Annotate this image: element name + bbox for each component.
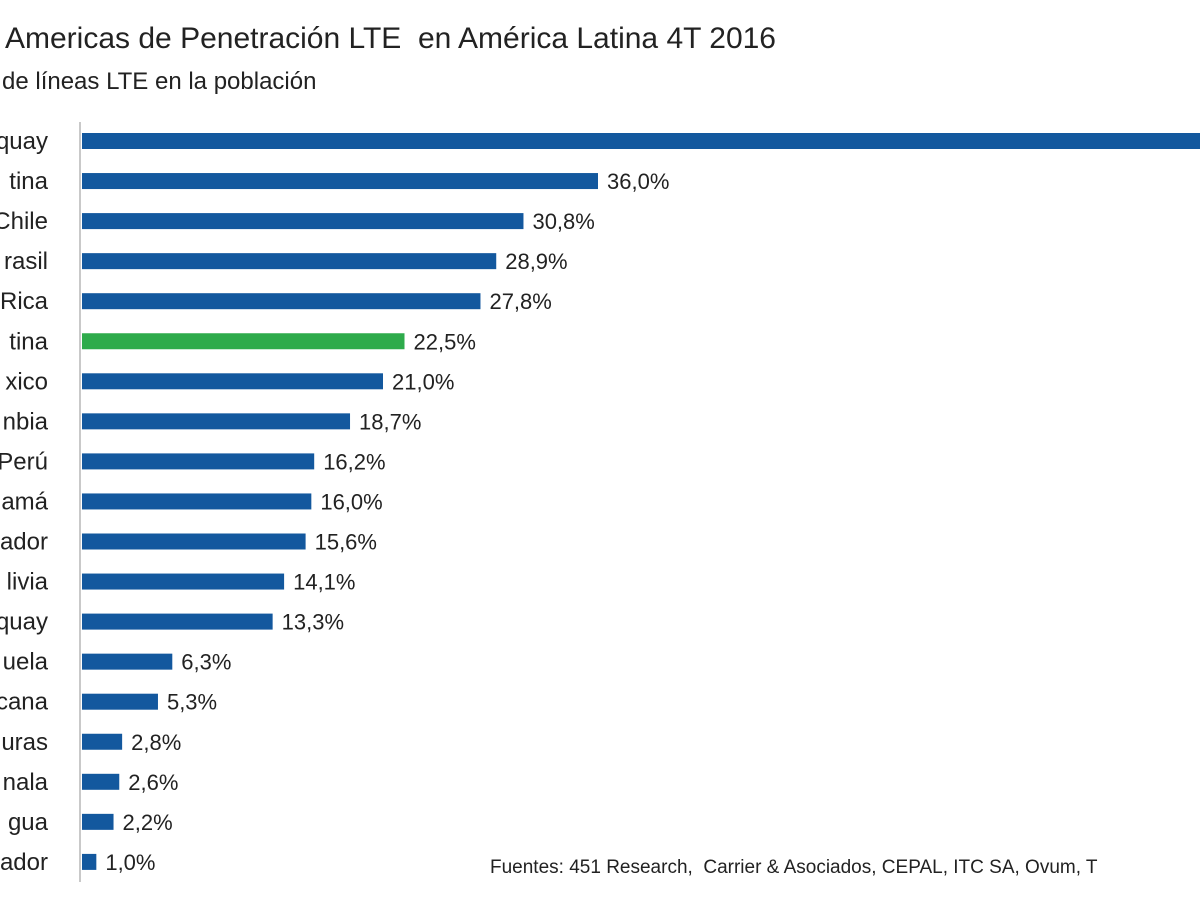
- category-label: uras: [1, 729, 48, 756]
- chart-subtitle: de líneas LTE en la población: [2, 68, 317, 95]
- chart-source: Fuentes: 451 Research, Carrier & Asociad…: [490, 857, 1098, 878]
- value-label: 18,7%: [359, 409, 421, 434]
- bar: [82, 573, 285, 590]
- category-label: rasil: [4, 248, 48, 275]
- value-label: 6,3%: [181, 650, 231, 675]
- bar: [82, 413, 351, 430]
- category-label: Rica: [0, 288, 49, 315]
- category-label: ador: [0, 529, 48, 556]
- category-label: Perú: [0, 448, 48, 475]
- value-label: 28,9%: [505, 249, 567, 274]
- bar: [82, 373, 383, 390]
- category-label: quay: [0, 128, 48, 155]
- value-label: 22,5%: [414, 329, 476, 354]
- category-label: xico: [5, 368, 48, 395]
- value-labels-group: 36,0% 30,8% 28,9% 27,8% 22,5% 21,0% 18,7% 16,2%…: [105, 169, 669, 875]
- category-label: nala: [3, 769, 49, 796]
- bar: [82, 733, 123, 750]
- category-label: gua: [8, 809, 49, 836]
- bar: [82, 533, 306, 550]
- bar: [82, 693, 158, 710]
- category-label: amá: [1, 488, 48, 515]
- value-label: 14,1%: [293, 570, 355, 595]
- value-label: 13,3%: [282, 610, 344, 635]
- value-label: 16,2%: [323, 449, 385, 474]
- value-label: 1,0%: [105, 850, 155, 875]
- bar: [82, 453, 315, 470]
- category-label: quay: [0, 609, 48, 636]
- value-label: 16,0%: [320, 489, 382, 514]
- category-label: nbia: [3, 408, 49, 435]
- category-label: ador: [0, 849, 48, 876]
- category-label: cana: [0, 689, 49, 716]
- value-label: 2,8%: [131, 730, 181, 755]
- value-label: 21,0%: [392, 369, 454, 394]
- bars-group: [82, 133, 1200, 870]
- bar: [82, 493, 312, 510]
- value-label: 27,8%: [489, 289, 551, 314]
- bar: [82, 213, 524, 230]
- category-labels-group: quay tina Chile rasil Rica tina xico nbia Perú am…: [0, 128, 49, 876]
- bar: [82, 653, 173, 670]
- category-label: tina: [9, 328, 48, 355]
- value-label: 2,2%: [123, 810, 173, 835]
- bar: [82, 253, 497, 270]
- bar-highlight: [82, 333, 405, 350]
- bar: [82, 293, 481, 310]
- category-label: uela: [3, 649, 49, 676]
- category-label: tina: [9, 168, 48, 195]
- bar: [82, 133, 1200, 149]
- bar: [82, 813, 114, 830]
- bar: [82, 853, 97, 870]
- category-label: livia: [7, 569, 49, 596]
- value-label: 2,6%: [128, 770, 178, 795]
- chart-title: Americas de Penetración LTE en América L…: [5, 22, 776, 55]
- value-label: 5,3%: [167, 690, 217, 715]
- value-label: 36,0%: [607, 169, 669, 194]
- bar: [82, 773, 120, 790]
- bar: [82, 173, 598, 190]
- category-label: Chile: [0, 208, 48, 235]
- value-label: 30,8%: [532, 209, 594, 234]
- bar: [82, 613, 273, 630]
- value-label: 15,6%: [315, 530, 377, 555]
